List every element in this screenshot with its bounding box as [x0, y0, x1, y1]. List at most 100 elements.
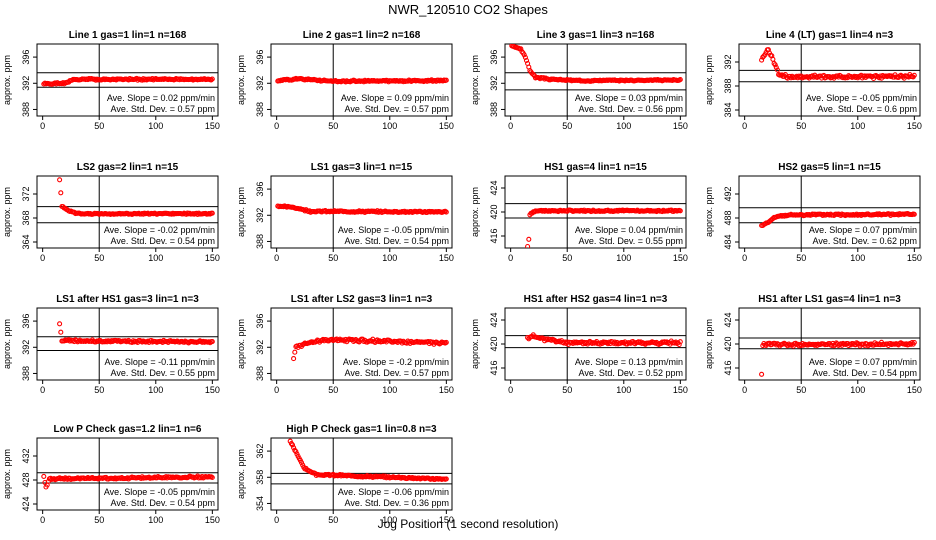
std-dev-annotation: Ave. Std. Dev. = 0.57 ppm	[345, 368, 449, 378]
x-tick-label: 150	[673, 253, 688, 263]
data-point	[298, 460, 305, 466]
data-point	[530, 71, 536, 77]
x-tick-label: 50	[94, 121, 104, 131]
slope-annotation: Ave. Slope = 0.07 ppm/min	[809, 225, 917, 235]
y-axis-label: approx. ppm	[236, 55, 246, 105]
y-axis-label: approx. ppm	[704, 55, 714, 105]
x-tick-label: 0	[274, 385, 279, 395]
y-axis-label: approx. ppm	[236, 319, 246, 369]
x-tick-label: 50	[328, 121, 338, 131]
data-point	[834, 73, 840, 79]
x-tick-label: 150	[439, 121, 454, 131]
data-point	[289, 442, 296, 448]
panel-title: Low P Check gas=1.2 lin=1 n=6	[54, 424, 202, 435]
data-point	[772, 62, 778, 68]
x-tick-label: 100	[148, 121, 163, 131]
data-point	[759, 371, 765, 377]
y-tick-label: 388	[255, 102, 265, 117]
y-tick-label: 424	[489, 312, 499, 327]
x-tick-label: 50	[796, 253, 806, 263]
std-dev-annotation: Ave. Std. Dev. = 0.52 ppm	[579, 368, 683, 378]
x-tick-label: 150	[205, 515, 220, 525]
panel-2: Line 2 gas=1 lin=2 n=168 approx. ppm 0 50 10…	[236, 30, 454, 131]
y-tick-label: 416	[489, 360, 499, 375]
data-point	[854, 211, 860, 217]
slope-annotation: Ave. Slope = 0.03 ppm/min	[575, 93, 683, 103]
data-point	[773, 64, 779, 70]
plot-frame	[270, 307, 453, 381]
data-point	[293, 449, 299, 455]
data-point	[48, 475, 54, 481]
y-axis-label: approx. ppm	[470, 55, 480, 105]
data-point	[363, 474, 369, 480]
x-tick-label: 100	[382, 385, 397, 395]
y-axis-label: approx. ppm	[2, 319, 12, 369]
data-point	[291, 356, 297, 362]
x-tick-label: 150	[205, 385, 220, 395]
plot-frame	[36, 175, 219, 249]
data-point	[124, 475, 131, 481]
x-tick-label: 150	[907, 385, 922, 395]
data-point	[911, 72, 917, 78]
data-point	[291, 445, 297, 451]
panel-title: LS1 after LS2 gas=3 lin=1 n=3	[291, 294, 433, 305]
data-point	[826, 74, 833, 80]
slope-annotation: Ave. Slope = 0.04 ppm/min	[575, 225, 683, 235]
y-tick-label: 388	[255, 366, 265, 381]
data-point	[523, 57, 530, 64]
y-tick-label: 396	[21, 50, 31, 65]
y-tick-label: 396	[255, 314, 265, 329]
x-tick-label: 150	[439, 253, 454, 263]
slope-annotation: Ave. Slope = 0.13 ppm/min	[575, 357, 683, 367]
x-tick-label: 50	[796, 385, 806, 395]
x-tick-label: 150	[439, 385, 454, 395]
panel-title: Line 3 gas=1 lin=3 n=168	[537, 30, 655, 41]
std-dev-annotation: Ave. Std. Dev. = 0.56 ppm	[579, 104, 683, 114]
slope-annotation: Ave. Slope = 0.09 ppm/min	[341, 93, 449, 103]
panel-title: High P Check gas=1 lin=0.8 n=3	[286, 424, 437, 435]
y-tick-label: 416	[723, 360, 733, 375]
slope-annotation: Ave. Slope = -0.05 ppm/min	[338, 225, 449, 235]
x-tick-label: 0	[40, 385, 45, 395]
panel-14: High P Check gas=1 lin=0.8 n=3 approx. pp…	[236, 424, 454, 525]
x-tick-label: 100	[382, 515, 397, 525]
x-tick-label: 0	[40, 515, 45, 525]
panel-5: LS2 gas=2 lin=1 n=15 approx. ppm 0 50 100 150…	[2, 162, 220, 263]
y-tick-label: 396	[255, 182, 265, 197]
slope-annotation: Ave. Slope = -0.05 ppm/min	[806, 93, 917, 103]
data-point	[58, 190, 64, 196]
y-tick-label: 420	[723, 336, 733, 351]
figure-xlabel: Jog Position (1 second resolution)	[377, 517, 559, 531]
x-tick-label: 50	[94, 253, 104, 263]
panel-7: HS1 gas=4 lin=1 n=15 approx. ppm 0 50 100 150…	[470, 162, 688, 263]
data-point	[805, 74, 811, 80]
data-point	[193, 474, 200, 480]
panel-title: HS2 gas=5 lin=1 n=15	[778, 162, 881, 173]
y-tick-label: 392	[489, 76, 499, 91]
x-tick-label: 0	[40, 253, 45, 263]
y-tick-label: 392	[255, 208, 265, 223]
x-tick-label: 50	[562, 385, 572, 395]
data-points	[57, 177, 215, 217]
data-point	[580, 208, 586, 214]
data-point	[58, 329, 64, 335]
panel-title: HS1 after LS1 gas=4 lin=1 n=3	[758, 294, 901, 305]
y-tick-label: 424	[723, 312, 733, 327]
y-tick-label: 362	[255, 444, 265, 459]
slope-annotation: Ave. Slope = -0.02 ppm/min	[104, 225, 215, 235]
slope-annotation: Ave. Slope = -0.2 ppm/min	[343, 357, 449, 367]
y-axis-label: approx. ppm	[704, 187, 714, 237]
data-point	[330, 209, 336, 215]
panel-4: Line 4 (LT) gas=1 lin=4 n=3 approx. ppm 0 5…	[704, 30, 922, 131]
data-point	[860, 341, 866, 347]
data-point	[41, 473, 47, 479]
data-point	[903, 341, 909, 347]
x-tick-label: 100	[148, 253, 163, 263]
panel-6: LS1 gas=3 lin=1 n=15 approx. ppm 0 50 100 150…	[236, 162, 454, 263]
data-point	[427, 339, 434, 345]
x-tick-label: 150	[205, 121, 220, 131]
x-tick-label: 150	[907, 253, 922, 263]
data-point	[148, 76, 154, 83]
panel-13: Low P Check gas=1.2 lin=1 n=6 approx. ppm…	[2, 424, 220, 525]
x-tick-label: 0	[508, 121, 513, 131]
